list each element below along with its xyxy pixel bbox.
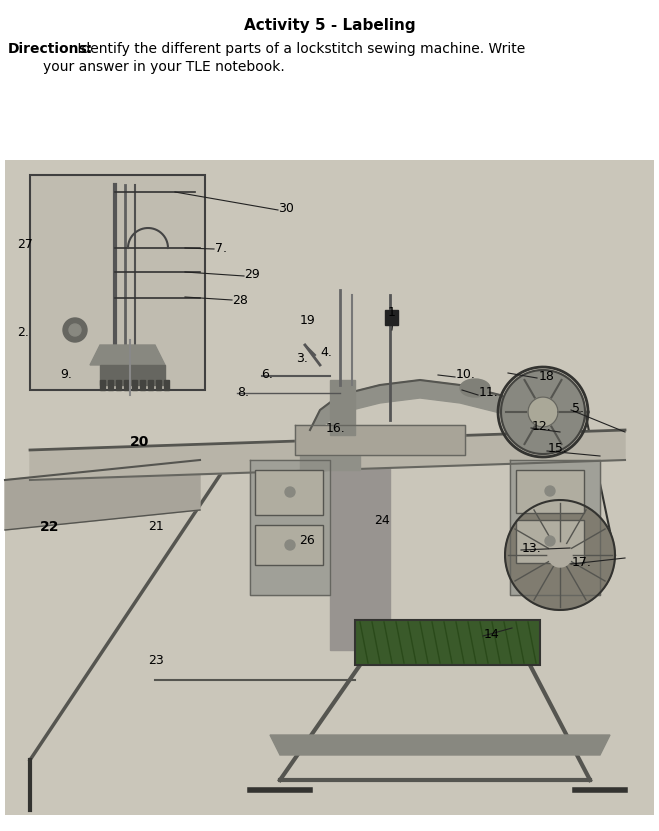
Polygon shape [295, 425, 465, 455]
Polygon shape [148, 380, 153, 390]
Polygon shape [310, 380, 550, 448]
Bar [5, 160, 654, 815]
Polygon shape [140, 380, 145, 390]
Polygon shape [385, 310, 398, 325]
Circle shape [63, 318, 87, 342]
Text: 17.: 17. [572, 555, 592, 568]
Bar [255, 470, 323, 515]
Text: 12.: 12. [532, 420, 552, 434]
Circle shape [545, 536, 555, 546]
Polygon shape [330, 380, 355, 435]
Polygon shape [330, 460, 390, 650]
Polygon shape [250, 460, 330, 595]
Polygon shape [116, 380, 121, 390]
Text: 10.: 10. [456, 368, 476, 381]
Polygon shape [124, 380, 129, 390]
Polygon shape [548, 543, 572, 567]
Text: 16.: 16. [326, 421, 346, 435]
Polygon shape [156, 380, 161, 390]
Text: 23: 23 [148, 655, 163, 667]
Bar [5, 160, 654, 815]
Text: your answer in your TLE notebook.: your answer in your TLE notebook. [8, 60, 285, 74]
Polygon shape [300, 430, 360, 470]
Text: 22: 22 [40, 520, 59, 534]
Text: Identify the different parts of a lockstitch sewing machine. Write: Identify the different parts of a lockst… [73, 42, 525, 56]
Circle shape [545, 486, 555, 496]
Text: 13.: 13. [522, 542, 542, 554]
Text: 29: 29 [244, 268, 260, 282]
Text: 7.: 7. [215, 242, 227, 254]
Bar [516, 470, 584, 513]
Circle shape [69, 324, 81, 336]
Text: 27: 27 [17, 238, 33, 252]
Text: 28: 28 [232, 293, 248, 307]
Polygon shape [5, 460, 200, 530]
Polygon shape [90, 345, 165, 365]
Bar [255, 525, 323, 565]
Polygon shape [505, 500, 615, 610]
Bar [355, 620, 540, 665]
Ellipse shape [460, 379, 490, 397]
Text: 3.: 3. [296, 352, 308, 365]
Polygon shape [108, 380, 113, 390]
Text: 18: 18 [539, 370, 555, 382]
Text: 11.: 11. [479, 386, 499, 400]
Polygon shape [164, 380, 169, 390]
Polygon shape [501, 370, 585, 454]
Text: 20: 20 [130, 435, 150, 449]
Text: 9.: 9. [60, 368, 72, 381]
Polygon shape [30, 430, 625, 480]
Polygon shape [132, 380, 137, 390]
Polygon shape [270, 735, 610, 755]
Bar [516, 520, 584, 563]
Polygon shape [100, 365, 165, 385]
Text: 30: 30 [278, 201, 294, 214]
Text: 19: 19 [300, 313, 316, 327]
Text: 4.: 4. [320, 346, 332, 358]
Polygon shape [528, 397, 558, 427]
Circle shape [285, 540, 295, 550]
Circle shape [285, 487, 295, 497]
Text: Directions:: Directions: [8, 42, 94, 56]
Polygon shape [510, 460, 600, 595]
Text: Activity 5 - Labeling: Activity 5 - Labeling [244, 18, 415, 33]
Text: 15.: 15. [548, 442, 568, 455]
Text: 21: 21 [148, 520, 163, 534]
Text: 26: 26 [299, 534, 315, 547]
Text: 24: 24 [374, 514, 389, 527]
Text: 2.: 2. [17, 326, 29, 338]
Polygon shape [100, 380, 105, 390]
Bar [30, 175, 205, 390]
Text: 8.: 8. [237, 386, 249, 400]
Text: 5.: 5. [572, 401, 584, 415]
Text: 1: 1 [388, 306, 396, 318]
Text: 6.: 6. [261, 367, 273, 381]
Text: 14: 14 [484, 627, 500, 641]
